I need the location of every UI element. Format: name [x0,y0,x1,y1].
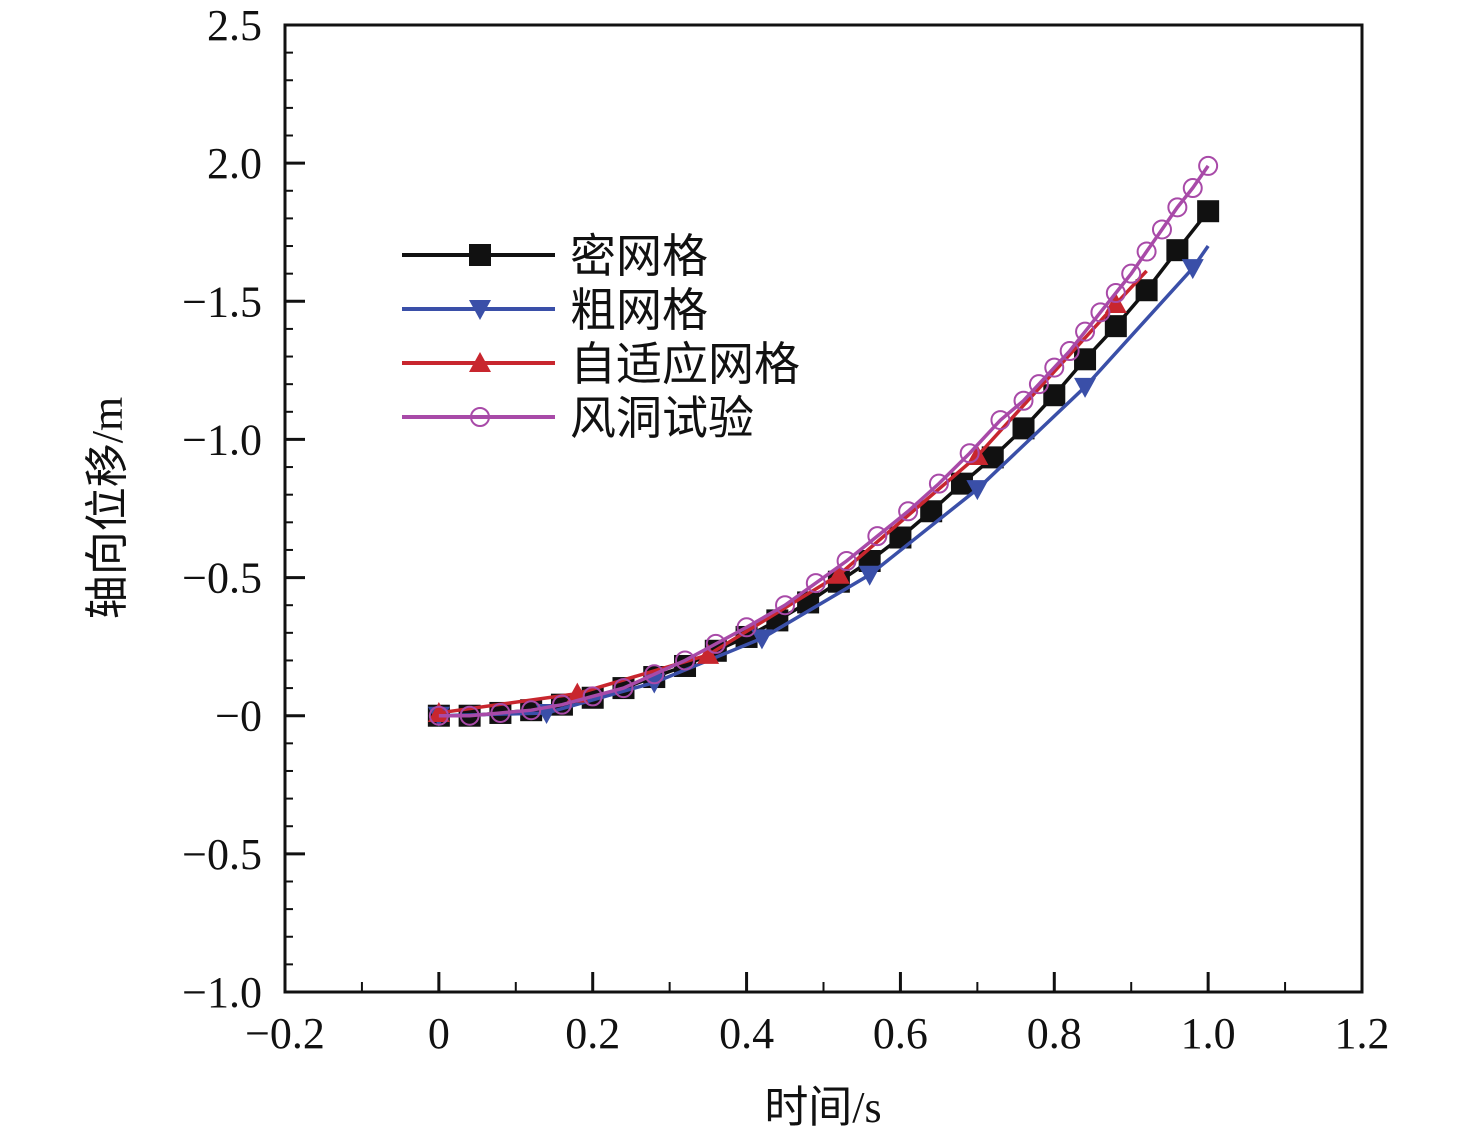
circle-marker [736,617,757,638]
circle-marker [644,664,665,685]
y-tick-label: −0.5 [182,830,262,879]
triangle-down-marker [858,565,881,586]
triangle-down-marker [1181,259,1204,280]
x-tick-label: 1.0 [1181,1009,1236,1058]
square-marker [889,526,912,549]
circle-marker [1044,357,1065,378]
circle-marker [867,526,888,547]
triangle-down-marker [469,300,491,320]
series-line [438,269,1148,715]
square-marker [1197,200,1220,223]
y-tick-label: −0.5 [182,554,262,603]
x-tick-label: 0.4 [719,1009,774,1058]
circle-marker [470,407,490,427]
series-0 [427,200,1220,727]
circle-marker [459,705,480,726]
square-marker [1074,348,1097,371]
circle-marker [928,473,949,494]
circle-marker [1182,178,1203,199]
circle-marker [613,678,634,699]
circle-marker [1059,341,1080,362]
circle-marker [1136,241,1157,262]
triangle-up-marker [697,643,720,664]
series-line [438,164,1210,718]
circle-marker [705,633,726,654]
x-tick-label: 0.6 [873,1009,928,1058]
x-tick-label: 1.2 [1335,1009,1390,1058]
triangle-up-marker [469,352,491,372]
square-marker [1135,279,1158,302]
x-tick-label: −0.2 [245,1009,325,1058]
circle-marker [1028,374,1049,395]
legend-label: 自适应网格 [570,339,800,390]
y-tick-label: −0 [215,692,262,741]
x-tick-label: 0.2 [565,1009,620,1058]
square-marker [1166,239,1189,262]
x-tick-label: 0 [428,1009,450,1058]
y-tick-label: 2.0 [207,139,262,188]
legend-label: 风洞试验 [570,393,754,444]
triangle-up-marker [1104,293,1127,314]
circle-marker [1013,390,1034,411]
circle-marker [775,595,796,616]
triangle-down-marker [750,629,773,650]
square-marker [1043,384,1066,407]
circle-marker [990,410,1011,431]
y-tick-label: −1.0 [182,968,262,1017]
circle-marker [551,694,572,715]
axis-ticks: −0.2 0 0.2 0.4 0.6 0.8 1.0 1.2 2.5 2.0 −1.5 −1.0 −0.… [182,1,1389,1058]
circle-marker [836,550,857,571]
triangle-up-marker [966,445,989,466]
series-layer [427,155,1220,727]
circle-marker [1090,302,1111,323]
triangle-down-marker [1074,377,1097,398]
x-tick-label: 0.8 [1027,1009,1082,1058]
y-tick-label: −1.5 [182,277,262,326]
square-marker [950,472,973,495]
legend-label: 密网格 [570,231,708,282]
y-tick-label: −1.0 [182,415,262,464]
circle-marker [1121,263,1142,284]
square-marker [920,500,943,523]
series-line [438,210,1210,718]
circle-marker [521,700,542,721]
circle-marker [675,650,696,671]
circle-marker [428,705,449,726]
triangle-down-marker [966,480,989,501]
legend-label: 粗网格 [570,285,708,336]
circle-marker [959,443,980,464]
series-3 [428,155,1219,726]
series-1 [427,245,1210,727]
square-marker [981,446,1004,469]
circle-marker [1167,197,1188,218]
square-marker [1012,417,1035,440]
circle-marker [805,573,826,594]
x-axis-label: 时间/s [764,1083,881,1132]
circle-marker [1105,282,1126,303]
triangle-up-marker [827,563,850,584]
y-tick-label: 2.5 [207,1,262,50]
circle-marker [582,686,603,707]
circle-marker [1151,219,1172,240]
square-marker [469,244,491,266]
circle-marker [490,702,511,723]
circle-marker [1075,321,1096,342]
square-marker [1104,315,1127,338]
circle-marker [898,501,919,522]
y-axis-label: 轴向位移/m [83,397,132,619]
circle-marker [1198,155,1219,176]
